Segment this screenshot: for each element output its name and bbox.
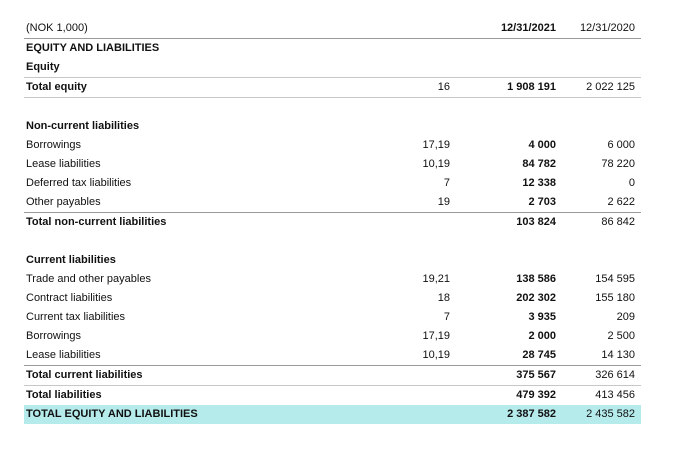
row-note: 18 (437, 292, 450, 304)
current-title: Current liabilities (26, 254, 116, 266)
row-note: 7 (443, 177, 450, 189)
row-label: Other payables (26, 196, 101, 208)
row-current-value: 4 000 (528, 139, 556, 151)
row-label: Contract liabilities (26, 292, 113, 304)
total-liabilities-row: Total liabilities 479 392 413 456 (24, 386, 641, 405)
row-previous-value: 2 622 (607, 196, 635, 208)
balance-sheet-table: (NOK 1,000) 12/31/2021 12/31/2020 EQUITY… (24, 19, 641, 424)
table-row: Lease liabilities 10,19 84 782 78 220 (24, 155, 641, 174)
row-note: 16 (437, 81, 450, 93)
row-current-value: 2 387 582 (507, 408, 556, 420)
row-label: Total non-current liabilities (26, 216, 167, 228)
row-previous-value: 209 (616, 311, 635, 323)
row-label: TOTAL EQUITY AND LIABILITIES (26, 408, 198, 420)
row-previous-value: 78 220 (601, 158, 635, 170)
row-previous-value: 2 022 125 (586, 81, 635, 93)
row-current-value: 12 338 (522, 177, 556, 189)
row-label: Total equity (26, 81, 87, 93)
non-current-title: Non-current liabilities (26, 120, 140, 132)
row-note: 17,19 (422, 139, 450, 151)
section-title: EQUITY AND LIABILITIES (26, 42, 160, 54)
row-previous-value: 155 180 (595, 292, 635, 304)
row-current-value: 2 703 (528, 196, 556, 208)
row-previous-value: 326 614 (595, 369, 635, 381)
table-row: Current tax liabilities 7 3 935 209 (24, 308, 641, 327)
row-label: Borrowings (26, 139, 82, 151)
grand-total-row: TOTAL EQUITY AND LIABILITIES 2 387 582 2… (24, 405, 641, 424)
row-note: 10,19 (422, 158, 450, 170)
equity-title: Equity (26, 61, 60, 73)
row-current-value: 28 745 (522, 349, 556, 361)
row-current-value: 479 392 (516, 389, 556, 401)
row-label: Total liabilities (26, 389, 102, 401)
row-current-value: 2 000 (528, 330, 556, 342)
table-row: Lease liabilities 10,19 28 745 14 130 (24, 346, 641, 366)
spacer (24, 232, 641, 251)
row-current-value: 3 935 (528, 311, 556, 323)
column-header-previous: 12/31/2020 (579, 22, 635, 34)
row-note: 10,19 (422, 349, 450, 361)
row-current-value: 103 824 (516, 216, 556, 228)
row-previous-value: 6 000 (607, 139, 635, 151)
row-label: Lease liabilities (26, 349, 101, 361)
row-current-value: 84 782 (522, 158, 556, 170)
current-title-row: Current liabilities (24, 251, 641, 270)
section-title-row: EQUITY AND LIABILITIES (24, 39, 641, 58)
non-current-title-row: Non-current liabilities (24, 117, 641, 136)
unit-label: (NOK 1,000) (26, 22, 88, 34)
row-current-value: 375 567 (516, 369, 556, 381)
row-previous-value: 2 435 582 (586, 408, 635, 420)
total-equity-row: Total equity 16 1 908 191 2 022 125 (24, 78, 641, 98)
row-previous-value: 154 595 (595, 273, 635, 285)
total-current-row: Total current liabilities 375 567 326 61… (24, 366, 641, 386)
table-row: Trade and other payables 19,21 138 586 1… (24, 270, 641, 289)
row-note: 19,21 (422, 273, 450, 285)
row-previous-value: 86 842 (601, 216, 635, 228)
row-label: Deferred tax liabilities (26, 177, 132, 189)
column-header-current: 12/31/2021 (500, 22, 556, 34)
row-previous-value: 0 (628, 177, 635, 189)
row-previous-value: 413 456 (595, 389, 635, 401)
row-note: 17,19 (422, 330, 450, 342)
row-label: Borrowings (26, 330, 82, 342)
table-row: Borrowings 17,19 4 000 6 000 (24, 136, 641, 155)
row-label: Current tax liabilities (26, 311, 126, 323)
total-non-current-row: Total non-current liabilities 103 824 86… (24, 213, 641, 232)
spacer (24, 98, 641, 117)
table-header: (NOK 1,000) 12/31/2021 12/31/2020 (24, 19, 641, 39)
row-current-value: 202 302 (516, 292, 556, 304)
row-label: Total current liabilities (26, 369, 143, 381)
table-row: Borrowings 17,19 2 000 2 500 (24, 327, 641, 346)
row-current-value: 138 586 (516, 273, 556, 285)
row-previous-value: 14 130 (601, 349, 635, 361)
row-previous-value: 2 500 (607, 330, 635, 342)
equity-title-row: Equity (24, 58, 641, 78)
row-label: Trade and other payables (26, 273, 151, 285)
table-row: Deferred tax liabilities 7 12 338 0 (24, 174, 641, 193)
row-note: 19 (437, 196, 450, 208)
row-label: Lease liabilities (26, 158, 101, 170)
table-row: Other payables 19 2 703 2 622 (24, 193, 641, 213)
table-row: Contract liabilities 18 202 302 155 180 (24, 289, 641, 308)
row-note: 7 (443, 311, 450, 323)
row-current-value: 1 908 191 (507, 81, 556, 93)
